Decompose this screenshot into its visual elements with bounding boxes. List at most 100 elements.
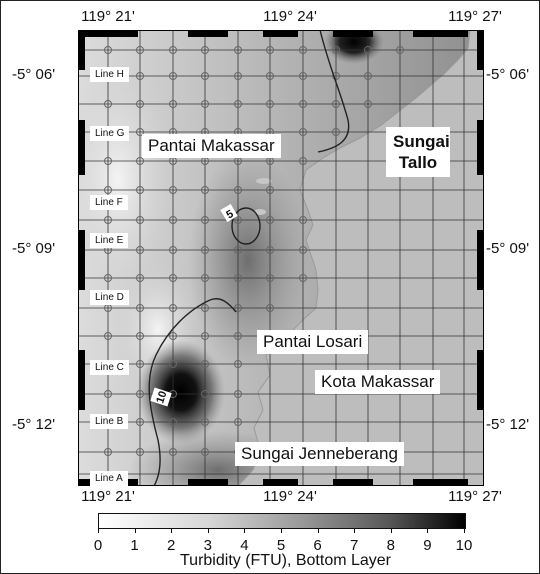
colorbar-tick-mark (427, 528, 429, 533)
colorbar-tick-label: 0 (93, 537, 103, 554)
station-marker (234, 418, 242, 426)
station-marker (136, 216, 144, 224)
station-marker (201, 274, 209, 282)
station-marker (169, 46, 177, 54)
station-marker (364, 100, 372, 108)
survey-line-label-g: Line G (90, 126, 130, 141)
label-pantai-losari: Pantai Losari (257, 330, 369, 354)
station-marker (266, 274, 274, 282)
station-marker (104, 332, 112, 340)
station-marker (104, 157, 112, 165)
lat-label-right-1: -5° 06' (486, 66, 530, 83)
colorbar-tick-mark (464, 528, 465, 533)
station-marker (136, 274, 144, 282)
station-marker (266, 46, 274, 54)
lon-label-top-3: 119° 27' (448, 8, 502, 25)
station-marker (364, 72, 372, 80)
station-marker (266, 186, 274, 194)
station-marker (104, 186, 112, 194)
station-marker (201, 304, 209, 312)
station-marker (299, 246, 307, 254)
station-marker (201, 46, 209, 54)
survey-line-label-h: Line H (90, 67, 129, 82)
survey-stations (104, 46, 404, 456)
lon-label-top-2: 119° 24' (263, 8, 317, 25)
station-marker (201, 186, 209, 194)
station-marker (169, 274, 177, 282)
colorbar-tick-mark (244, 528, 246, 533)
lon-label-top-1: 119° 21' (81, 8, 135, 25)
islet (254, 209, 266, 215)
station-marker (136, 448, 144, 456)
high-turbidity-core-north (324, 30, 384, 64)
station-marker (234, 246, 242, 254)
station-marker (136, 304, 144, 312)
station-marker (234, 216, 242, 224)
lat-label-left-1: -5° 06' (12, 66, 56, 83)
survey-line-label-e: Line E (90, 233, 129, 248)
lon-label-bottom-1: 119° 21' (81, 488, 135, 505)
station-marker (201, 216, 209, 224)
station-marker (201, 72, 209, 80)
station-marker (299, 128, 307, 136)
colorbar-title: Turbidity (FTU), Bottom Layer (180, 552, 392, 569)
station-marker (104, 46, 112, 54)
lon-label-bottom-3: 119° 27' (448, 488, 502, 505)
colorbar-tick-label: 9 (423, 537, 432, 554)
station-marker (169, 360, 177, 368)
station-marker (169, 100, 177, 108)
station-marker (234, 100, 242, 108)
station-marker (169, 246, 177, 254)
survey-line-label-c: Line C (90, 360, 129, 375)
station-marker (332, 100, 340, 108)
lat-label-left-2: -5° 09' (12, 240, 56, 257)
station-marker (234, 72, 242, 80)
station-marker (266, 216, 274, 224)
station-marker (332, 46, 340, 54)
lat-label-right-2: -5° 09' (486, 240, 530, 257)
station-marker (201, 332, 209, 340)
contour-line-10-east (209, 298, 237, 313)
label-kota-makassar: Kota Makassar (315, 370, 441, 394)
label-sungai-tallo: Sungai Tallo (386, 127, 450, 177)
colorbar (98, 513, 466, 529)
colorbar-tick-mark (317, 528, 319, 533)
lon-label-bottom-2: 119° 24' (263, 488, 317, 505)
station-marker (201, 360, 209, 368)
station-marker (136, 360, 144, 368)
contour-label-bg (220, 203, 238, 223)
station-marker (299, 46, 307, 54)
colorbar-tick-label: 7 (350, 537, 359, 554)
station-marker (169, 186, 177, 194)
station-marker (396, 46, 404, 54)
islet (256, 178, 272, 184)
station-marker (234, 360, 242, 368)
station-marker (104, 216, 112, 224)
station-marker (266, 100, 274, 108)
station-marker (136, 157, 144, 165)
station-marker (234, 390, 242, 398)
colorbar-tick-label: 5 (276, 537, 286, 554)
colorbar-tick-label: 2 (167, 537, 176, 554)
mid-turbidity-zone (188, 150, 308, 370)
contour-label-10: 10 (154, 390, 169, 405)
station-marker (234, 304, 242, 312)
colorbar-tick-label: 6 (313, 537, 322, 554)
station-marker (266, 246, 274, 254)
colorbar-tick-mark (207, 528, 209, 533)
turbidity-map: 5 10 Pantai Makassar Sungai Tallo (78, 30, 484, 486)
station-marker (136, 128, 144, 136)
station-marker (332, 128, 340, 136)
station-marker (169, 448, 177, 456)
station-marker (332, 72, 340, 80)
station-marker (169, 332, 177, 340)
colorbar-tick-mark (171, 528, 173, 533)
station-marker (364, 46, 372, 54)
station-marker (266, 304, 274, 312)
contour-line-5 (231, 207, 261, 245)
station-marker (299, 72, 307, 80)
lat-label-left-3: -5° 12' (12, 416, 56, 433)
label-sungai-tallo-text: Sungai Tallo (393, 132, 450, 172)
frame-ticks (78, 30, 484, 486)
station-marker (201, 448, 209, 456)
